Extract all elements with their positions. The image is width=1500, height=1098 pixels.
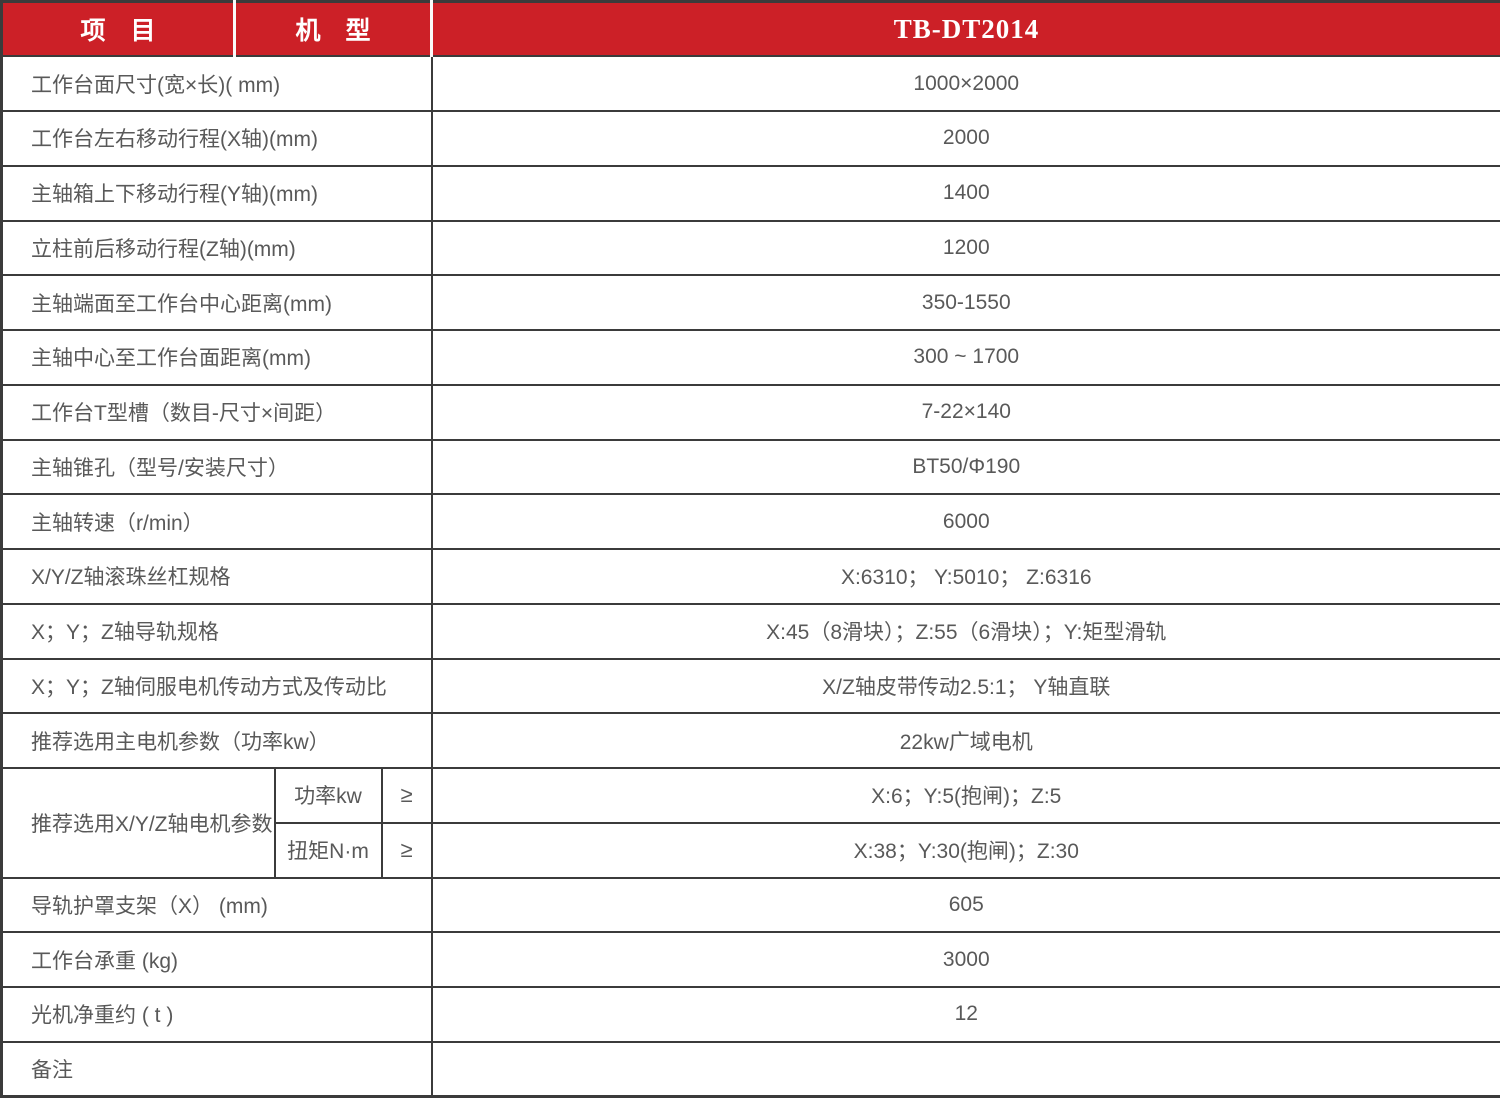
table-row: 主轴箱上下移动行程(Y轴)(mm) 1400 [2,166,1500,221]
table-row: 工作台承重 (kg) 3000 [2,932,1500,987]
table-row: 工作台面尺寸(宽×长)( mm) 1000×2000 [2,56,1500,111]
header-model: 机 型 [235,2,432,57]
spec-label: X；Y；Z轴伺服电机传动方式及传动比 [2,659,432,714]
spec-label: 主轴转速（r/min） [2,494,432,549]
motor-torque-value: X:38；Y:30(抱闸)；Z:30 [432,823,1500,878]
table-row: 主轴转速（r/min） 6000 [2,494,1500,549]
spec-value: 6000 [432,494,1500,549]
motor-power-value: X:6；Y:5(抱闸)；Z:5 [432,768,1500,823]
table-row: 备注 [2,1042,1500,1097]
table-row: 工作台左右移动行程(X轴)(mm) 2000 [2,111,1500,166]
spec-label: 导轨护罩支架（X） (mm) [2,878,432,933]
spec-label: 主轴端面至工作台中心距离(mm) [2,275,432,330]
spec-label: X/Y/Z轴滚珠丝杠规格 [2,549,432,604]
spec-label: 工作台承重 (kg) [2,932,432,987]
spec-label: 工作台左右移动行程(X轴)(mm) [2,111,432,166]
spec-value: 2000 [432,111,1500,166]
table-row: X/Y/Z轴滚珠丝杠规格 X:6310； Y:5010； Z:6316 [2,549,1500,604]
spec-value: X/Z轴皮带传动2.5:1； Y轴直联 [432,659,1500,714]
table-row: 推荐选用主电机参数（功率kw） 22kw广域电机 [2,713,1500,768]
spec-label: 光机净重约 ( t ) [2,987,432,1042]
spec-label: 工作台T型槽（数目-尺寸×间距） [2,385,432,440]
spec-value: X:6310； Y:5010； Z:6316 [432,549,1500,604]
motor-param-torque: 扭矩N·m [275,823,382,878]
spec-label: 主轴锥孔（型号/安装尺寸） [2,440,432,495]
spec-label: 主轴中心至工作台面距离(mm) [2,330,432,385]
spec-value: X:45（8滑块）；Z:55（6滑块）；Y:矩型滑轨 [432,604,1500,659]
table-row: 立柱前后移动行程(Z轴)(mm) 1200 [2,221,1500,276]
spec-label: X；Y；Z轴导轨规格 [2,604,432,659]
table-row: 工作台T型槽（数目-尺寸×间距） 7-22×140 [2,385,1500,440]
spec-value: 1000×2000 [432,56,1500,111]
table-row: 导轨护罩支架（X） (mm) 605 [2,878,1500,933]
spec-value: 3000 [432,932,1500,987]
table-row: X；Y；Z轴导轨规格 X:45（8滑块）；Z:55（6滑块）；Y:矩型滑轨 [2,604,1500,659]
spec-label: 推荐选用主电机参数（功率kw） [2,713,432,768]
gte-symbol: ≥ [382,768,432,823]
spec-label: 主轴箱上下移动行程(Y轴)(mm) [2,166,432,221]
header-item: 项 目 [2,2,235,57]
motor-param-power: 功率kw [275,768,382,823]
table-row: 光机净重约 ( t ) 12 [2,987,1500,1042]
spec-value: 12 [432,987,1500,1042]
spec-label: 备注 [2,1042,432,1097]
spec-label: 工作台面尺寸(宽×长)( mm) [2,56,432,111]
table-row: 主轴锥孔（型号/安装尺寸） BT50/Φ190 [2,440,1500,495]
motor-params-row-power: 推荐选用X/Y/Z轴电机参数 功率kw ≥ X:6；Y:5(抱闸)；Z:5 [2,768,1500,823]
table-row: 主轴中心至工作台面距离(mm) 300 ~ 1700 [2,330,1500,385]
gte-symbol: ≥ [382,823,432,878]
motor-group-label: 推荐选用X/Y/Z轴电机参数 [2,768,275,878]
header-model-value: TB-DT2014 [432,2,1500,57]
spec-value: 350-1550 [432,275,1500,330]
spec-value: 300 ~ 1700 [432,330,1500,385]
table-row: X；Y；Z轴伺服电机传动方式及传动比 X/Z轴皮带传动2.5:1； Y轴直联 [2,659,1500,714]
header-row: 项 目 机 型 TB-DT2014 [2,2,1500,57]
spec-value: 605 [432,878,1500,933]
table-row: 主轴端面至工作台中心距离(mm) 350-1550 [2,275,1500,330]
spec-value: 1400 [432,166,1500,221]
spec-value: 1200 [432,221,1500,276]
spec-value: 22kw广域电机 [432,713,1500,768]
spec-value: 7-22×140 [432,385,1500,440]
remarks-value [432,1042,1500,1097]
spec-label: 立柱前后移动行程(Z轴)(mm) [2,221,432,276]
spec-value: BT50/Φ190 [432,440,1500,495]
